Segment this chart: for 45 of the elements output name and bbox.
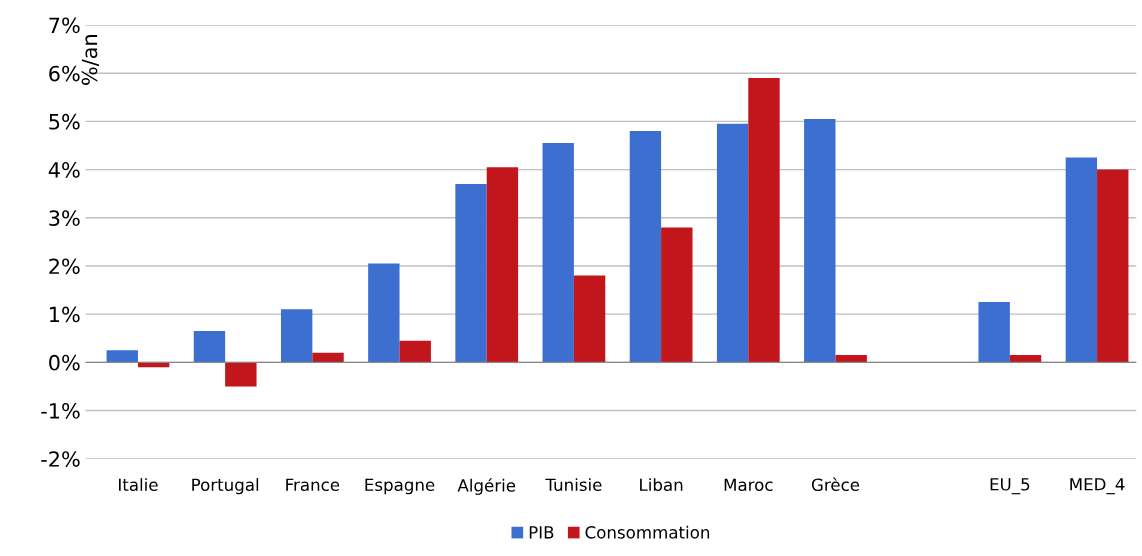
y-tick-label: 0% [49, 354, 80, 371]
y-tick-label: 1% [50, 306, 80, 323]
x-tick-label: Portugal [192, 478, 259, 495]
y-tick-label: -2% [41, 451, 80, 467]
bar [629, 131, 662, 363]
bar [542, 143, 574, 363]
bar [716, 123, 749, 363]
x-tick-label: Maroc [724, 478, 773, 492]
x-tick-label: Tunisie [545, 478, 602, 492]
x-tick-label: Algérie [457, 478, 516, 495]
bar [368, 263, 400, 363]
y-tick-label: 7% [49, 17, 80, 34]
y-tick-label: 6% [49, 65, 80, 82]
bar [978, 302, 1010, 363]
bar [804, 118, 836, 363]
bar [455, 184, 487, 363]
bar [399, 340, 431, 363]
bar [835, 355, 867, 363]
bar [1065, 157, 1098, 363]
bar [312, 352, 344, 363]
x-tick-label: Grèce [811, 477, 860, 492]
x-tick-label: MED_4 [1070, 478, 1125, 495]
y-tick-label: 5% [49, 113, 80, 130]
x-tick-label: Italie [119, 478, 158, 492]
y-tick-label: 2% [49, 258, 80, 275]
bar [573, 275, 606, 363]
bar [106, 350, 138, 363]
bar [193, 331, 226, 363]
bar [748, 78, 780, 363]
bar [1097, 169, 1129, 363]
y-tick-label: 3% [49, 210, 80, 226]
bar [1009, 355, 1042, 363]
y-tick-label: -1% [41, 402, 80, 419]
x-tick-label: Espagne [365, 478, 435, 495]
bar [280, 309, 313, 363]
x-tick-label: Liban [640, 478, 683, 492]
y-tick-label: 4% [48, 162, 80, 178]
y-axis-title: %/an [81, 35, 100, 85]
bar [225, 362, 257, 387]
x-tick-label: France [286, 478, 340, 492]
bar [661, 227, 693, 363]
legend-label: Consommation [585, 525, 710, 539]
bar [486, 167, 519, 363]
x-tick-label: EU_5 [990, 478, 1030, 495]
legend-label: PIB [529, 526, 554, 539]
